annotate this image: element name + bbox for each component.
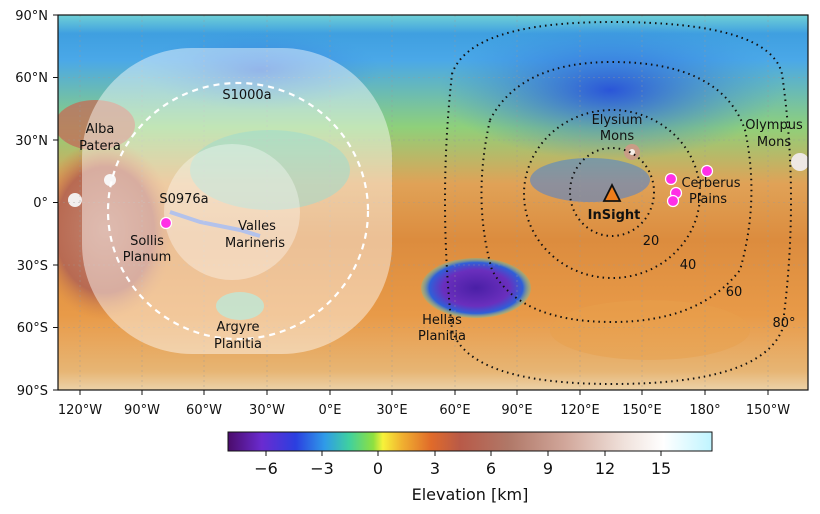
colorbar: −6 −3 0 3 6 9 12 15 Elevation [km] bbox=[227, 431, 713, 504]
insight-lander-marker bbox=[602, 182, 622, 202]
label-olympus-mons: Mons bbox=[757, 135, 791, 150]
event-marker bbox=[664, 172, 678, 186]
colorbar-tick: 15 bbox=[651, 459, 671, 478]
colorbar-tick: −6 bbox=[254, 459, 278, 478]
x-tick-label: 120°E bbox=[560, 403, 600, 418]
label-alba-patera: Alba bbox=[86, 122, 115, 137]
x-tick-label: 60°E bbox=[439, 403, 470, 418]
distance-label: 40 bbox=[680, 258, 697, 273]
event-marker bbox=[159, 216, 173, 230]
x-tick-label: 150°W bbox=[746, 403, 790, 418]
s1000a-region bbox=[82, 48, 392, 354]
s0976a-region bbox=[164, 144, 300, 280]
label-hellas-planitia: Planitia bbox=[418, 329, 466, 344]
colorbar-gradient bbox=[227, 431, 713, 452]
y-tick-label: 60°N bbox=[15, 71, 48, 86]
s1000a-contour bbox=[106, 81, 370, 341]
label-cerberus-plains: Plains bbox=[689, 192, 727, 207]
label-insight: InSight bbox=[588, 208, 641, 223]
label-alba-patera: Patera bbox=[79, 139, 121, 154]
label-hellas-planitia: Hellas bbox=[422, 313, 462, 328]
contour-40 bbox=[523, 109, 701, 279]
event-markers bbox=[159, 164, 714, 230]
x-axis-labels: 120°W 90°W 60°W 30°W 0°E 30°E 60°E 90°E … bbox=[58, 403, 790, 418]
x-tick-label: 30°W bbox=[249, 403, 285, 418]
event-marker bbox=[666, 194, 680, 208]
label-argyre-planitia: Argyre bbox=[216, 320, 259, 335]
distance-label: 20 bbox=[643, 234, 660, 249]
colorbar-tick: 3 bbox=[430, 459, 440, 478]
label-argyre-planitia: Planitia bbox=[214, 337, 262, 352]
y-axis-labels: 90°N 60°N 30°N 0° 30°S 60°S 90°S bbox=[15, 9, 48, 399]
label-olympus-mons: Olympus bbox=[745, 118, 803, 133]
label-sollis-planum: Planum bbox=[123, 250, 172, 265]
y-tick-label: 30°S bbox=[17, 259, 48, 274]
x-tick-label: 60°W bbox=[186, 403, 222, 418]
label-elysium-mons: Mons bbox=[600, 129, 634, 144]
label-valles-marineris: Marineris bbox=[225, 236, 285, 251]
region-labels: Alba Patera Elysium Mons Olympus Mons Ce… bbox=[79, 88, 803, 352]
colorbar-tick: 6 bbox=[486, 459, 496, 478]
colorbar-label: Elevation [km] bbox=[412, 485, 529, 504]
y-tick-label: 90°S bbox=[17, 384, 48, 399]
label-s1000a: S1000a bbox=[222, 88, 271, 103]
y-tick-label: 60°S bbox=[17, 321, 48, 336]
colorbar-tick: 9 bbox=[543, 459, 553, 478]
colorbar-tick: 12 bbox=[595, 459, 615, 478]
colorbar-tick: 0 bbox=[373, 459, 383, 478]
colorbar-tick: −3 bbox=[310, 459, 334, 478]
label-valles-marineris: Valles bbox=[238, 219, 276, 234]
x-tick-label: 90°W bbox=[124, 403, 160, 418]
distance-contours bbox=[444, 20, 792, 386]
elevation-map bbox=[58, 15, 808, 390]
label-s0976a: S0976a bbox=[159, 192, 208, 207]
y-tick-label: 90°N bbox=[15, 9, 48, 24]
x-tick-label: 30°E bbox=[376, 403, 407, 418]
x-tick-label: 120°W bbox=[58, 403, 102, 418]
label-elysium-mons: Elysium bbox=[592, 113, 643, 128]
label-cerberus-plains: Cerberus bbox=[681, 176, 740, 191]
distance-label: 80° bbox=[772, 316, 795, 331]
label-sollis-planum: Sollis bbox=[130, 234, 164, 249]
x-tick-label: 150°E bbox=[622, 403, 662, 418]
y-tick-label: 30°N bbox=[15, 134, 48, 149]
x-tick-label: 90°E bbox=[501, 403, 532, 418]
distance-label: 60 bbox=[726, 285, 743, 300]
contour-80 bbox=[444, 20, 792, 386]
x-tick-label: 0°E bbox=[319, 403, 342, 418]
event-marker bbox=[700, 164, 714, 178]
x-tick-label: 180° bbox=[689, 403, 720, 418]
y-tick-label: 0° bbox=[33, 196, 48, 211]
contour-20 bbox=[569, 147, 655, 237]
